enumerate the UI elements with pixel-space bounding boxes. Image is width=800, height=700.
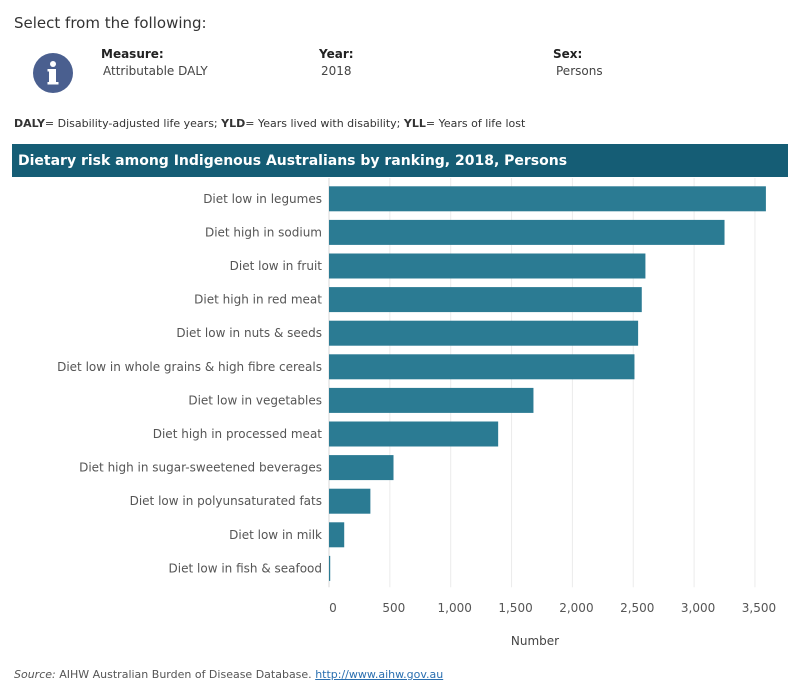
- info-icon-graphic: [33, 53, 73, 93]
- category-label: Diet high in processed meat: [153, 427, 323, 441]
- bar[interactable]: [329, 354, 635, 380]
- bar[interactable]: [329, 455, 394, 481]
- bar[interactable]: [329, 387, 534, 413]
- measure-value[interactable]: Attributable DALY: [103, 64, 208, 78]
- x-tick-label: 3,000: [681, 601, 715, 615]
- category-labels: Diet low in legumes Diet high in sodium Di…: [57, 192, 322, 576]
- bar[interactable]: [329, 421, 499, 447]
- source-link[interactable]: http://www.aihw.gov.au: [315, 668, 444, 681]
- bar[interactable]: [329, 253, 646, 279]
- bar[interactable]: [329, 555, 331, 581]
- measure-filter[interactable]: Measure: Attributable DALY: [101, 47, 208, 78]
- bar[interactable]: [329, 522, 345, 548]
- bar[interactable]: [329, 287, 642, 313]
- source-text: AIHW Australian Burden of Disease Databa…: [55, 668, 316, 681]
- chart-title: Dietary risk among Indigenous Australian…: [18, 152, 568, 169]
- x-tick-label: 500: [382, 601, 405, 615]
- abbr-yll: YLL: [403, 117, 426, 130]
- source-note: Source: AIHW Australian Burden of Diseas…: [14, 668, 443, 681]
- year-filter[interactable]: Year: 2018: [319, 47, 354, 78]
- category-label: Diet high in red meat: [194, 293, 322, 307]
- sex-label: Sex:: [553, 47, 583, 61]
- year-value[interactable]: 2018: [321, 64, 352, 78]
- x-tick-label: 1,500: [498, 601, 532, 615]
- measure-label: Measure:: [101, 47, 164, 61]
- category-label: Diet low in polyunsaturated fats: [130, 494, 322, 508]
- category-label: Diet low in legumes: [203, 192, 322, 206]
- abbr-yld: YLD: [221, 117, 246, 130]
- x-tick-label: 1,000: [438, 601, 472, 615]
- category-label: Diet low in nuts & seeds: [176, 326, 322, 340]
- chart-title-banner: Dietary risk among Indigenous Australian…: [12, 144, 788, 177]
- bar[interactable]: [329, 320, 639, 346]
- bar-chart: Diet low in legumes Diet high in sodium Di…: [57, 178, 776, 648]
- grid-layer: [328, 178, 756, 588]
- sex-filter[interactable]: Sex: Persons: [553, 47, 603, 78]
- category-label: Diet low in fruit: [230, 259, 323, 273]
- abbr-yll-text: = Years of life lost: [425, 117, 526, 130]
- sex-value[interactable]: Persons: [556, 64, 603, 78]
- info-icon[interactable]: [33, 53, 73, 93]
- bars-layer: [329, 186, 766, 581]
- abbr-daly: DALY: [14, 117, 45, 130]
- x-tick-label: 2,000: [559, 601, 593, 615]
- x-axis-ticks: 0 500 1,000 1,500 2,000 2,500 3,000 3,500: [329, 601, 776, 615]
- abbr-daly-text: = Disability-adjusted life years;: [44, 117, 222, 130]
- abbr-yld-text: = Years lived with disability;: [245, 117, 404, 130]
- category-label: Diet high in sugar-sweetened beverages: [79, 461, 322, 475]
- abbreviation-note: DALY= Disability-adjusted life years; YL…: [14, 117, 525, 130]
- year-label: Year:: [319, 47, 354, 61]
- selector-title: Select from the following:: [14, 14, 207, 32]
- bar[interactable]: [329, 219, 725, 245]
- bar[interactable]: [329, 488, 371, 514]
- x-tick-label: 3,500: [742, 601, 776, 615]
- x-axis-title: Number: [511, 634, 559, 648]
- category-label: Diet high in sodium: [205, 225, 322, 239]
- category-label: Diet low in vegetables: [188, 393, 322, 407]
- source-prefix: Source:: [14, 668, 56, 681]
- x-tick-label: 2,500: [620, 601, 654, 615]
- x-tick-label: 0: [329, 601, 337, 615]
- category-label: Diet low in whole grains & high fibre ce…: [57, 360, 322, 374]
- bar[interactable]: [329, 186, 766, 212]
- category-label: Diet low in fish & seafood: [169, 561, 322, 575]
- category-label: Diet low in milk: [229, 528, 322, 542]
